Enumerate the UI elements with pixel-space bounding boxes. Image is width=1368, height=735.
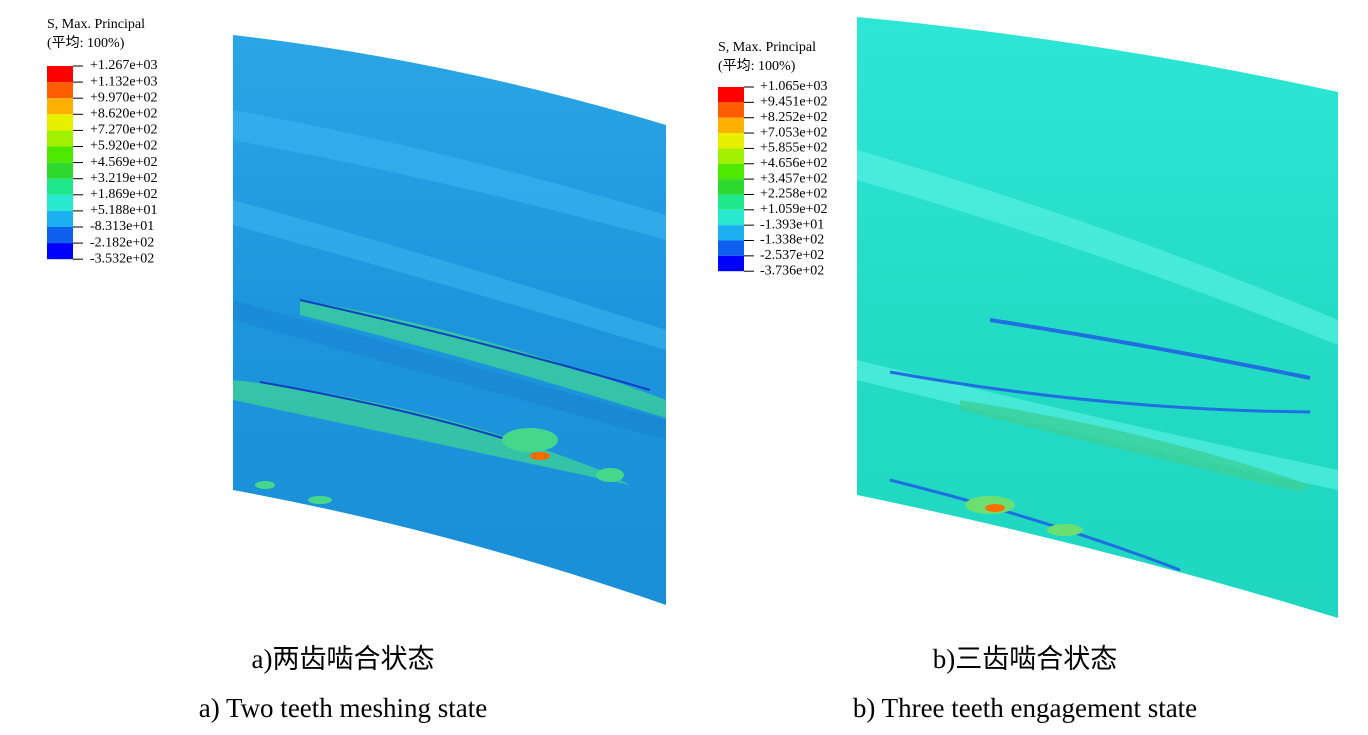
legend-swatch <box>47 66 73 83</box>
legend-swatch <box>47 178 73 195</box>
caption-en: b) Three teeth engagement state <box>853 693 1197 723</box>
legend-swatch <box>47 194 73 211</box>
legend-swatch <box>47 114 73 131</box>
legend-swatch <box>718 179 744 195</box>
contour-plot-a <box>233 35 666 605</box>
legend-label: -3.532e+02 <box>90 251 154 266</box>
legend-label: +9.970e+02 <box>90 90 158 105</box>
caption-cn: a)两齿啮合状态 <box>252 644 435 674</box>
legend-title: S, Max. Principal <box>47 17 145 32</box>
legend-label: +7.053e+02 <box>760 125 828 140</box>
legend-subtitle: (平均: 100%) <box>47 35 125 51</box>
legend-swatch <box>718 102 744 118</box>
legend-label: -2.537e+02 <box>760 248 824 263</box>
legend-swatch <box>47 98 73 115</box>
contour-plot-b <box>857 17 1338 618</box>
legend-label: -2.182e+02 <box>90 235 154 250</box>
legend-label: +5.855e+02 <box>760 141 828 156</box>
legend-subtitle: (平均: 100%) <box>718 58 796 74</box>
legend-label: +5.920e+02 <box>90 139 158 154</box>
legend-title: S, Max. Principal <box>718 40 816 55</box>
legend-label: +3.219e+02 <box>90 171 158 186</box>
legend-label: +7.270e+02 <box>90 123 158 138</box>
legend-label: +1.267e+03 <box>90 58 158 73</box>
legend-swatch <box>718 194 744 210</box>
legend-swatch <box>718 240 744 256</box>
legend-label: +3.457e+02 <box>760 171 828 186</box>
legend-swatch <box>47 82 73 99</box>
legend-swatch <box>47 162 73 179</box>
legend-label: +1.059e+02 <box>760 202 828 217</box>
legend-swatch <box>47 210 73 227</box>
legend-swatch <box>718 255 744 272</box>
legend-swatch <box>47 243 73 260</box>
legend-label: -1.338e+02 <box>760 233 824 248</box>
legend-swatch <box>718 209 744 226</box>
legend-swatch <box>47 227 73 244</box>
legend-label: +2.258e+02 <box>760 187 828 202</box>
legend-label: +1.065e+03 <box>760 79 828 94</box>
legend-swatch <box>718 163 744 180</box>
legend-label: -1.393e+01 <box>760 217 824 232</box>
legend-swatch <box>718 117 744 134</box>
legend-label: +5.188e+01 <box>90 203 158 218</box>
legend-swatch <box>47 146 73 163</box>
legend-label: +9.451e+02 <box>760 95 828 110</box>
legend-label: +1.869e+02 <box>90 187 158 202</box>
legend-swatch <box>718 148 744 164</box>
legend-label: +8.252e+02 <box>760 110 828 125</box>
legend-label: +8.620e+02 <box>90 107 158 122</box>
legend-label: +4.569e+02 <box>90 155 158 170</box>
caption-cn: b)三齿啮合状态 <box>933 644 1118 674</box>
legend-swatch <box>47 130 73 147</box>
legend-label: -8.313e+01 <box>90 219 154 234</box>
caption-en: a) Two teeth meshing state <box>199 693 488 723</box>
legend-label: +4.656e+02 <box>760 156 828 171</box>
legend-swatch <box>718 225 744 241</box>
legend-label: -3.736e+02 <box>760 263 824 278</box>
legend-swatch <box>718 133 744 149</box>
legend-label: +1.132e+03 <box>90 74 158 89</box>
legend-swatch <box>718 87 744 103</box>
